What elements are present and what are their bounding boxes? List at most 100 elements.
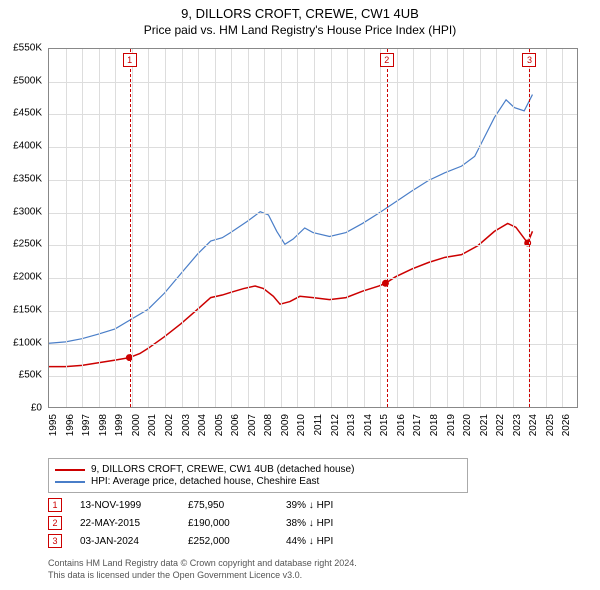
gridline-v [264,49,265,407]
footer: Contains HM Land Registry data © Crown c… [48,558,357,581]
event-number-box: 2 [48,516,62,530]
footer-line1: Contains HM Land Registry data © Crown c… [48,558,357,570]
event-table: 113-NOV-1999£75,95039% ↓ HPI222-MAY-2015… [48,498,366,552]
x-tick-label: 2000 [131,414,142,436]
x-tick-label: 2016 [396,414,407,436]
series-marker [382,280,389,287]
event-line [387,49,388,407]
event-line [130,49,131,407]
event-number-box: 3 [48,534,62,548]
x-tick-label: 1996 [65,414,76,436]
gridline-v [132,49,133,407]
event-price: £75,950 [188,500,268,511]
gridline-v [115,49,116,407]
gridline-v [562,49,563,407]
y-tick-label: £450K [13,108,42,119]
y-tick-label: £500K [13,75,42,86]
event-row: 303-JAN-2024£252,00044% ↓ HPI [48,534,366,548]
event-date: 22-MAY-2015 [80,518,170,529]
title-block: 9, DILLORS CROFT, CREWE, CW1 4UB Price p… [0,0,600,37]
gridline-v [99,49,100,407]
x-tick-label: 1995 [48,414,59,436]
x-tick-label: 2010 [296,414,307,436]
x-tick-label: 2015 [379,414,390,436]
gridline-v [66,49,67,407]
gridline-h [49,114,577,115]
y-tick-label: £250K [13,239,42,250]
y-tick-label: £150K [13,304,42,315]
legend-row-hpi: HPI: Average price, detached house, Ches… [55,476,461,487]
gridline-h [49,180,577,181]
gridline-v [397,49,398,407]
event-pct: 44% ↓ HPI [286,536,366,547]
gridline-v [198,49,199,407]
gridline-v [496,49,497,407]
gridline-h [49,278,577,279]
gridline-v [480,49,481,407]
x-tick-label: 2014 [363,414,374,436]
gridline-v [82,49,83,407]
gridline-v [347,49,348,407]
x-tick-label: 2007 [247,414,258,436]
x-tick-label: 2012 [330,414,341,436]
y-tick-label: £350K [13,173,42,184]
chart-container: 9, DILLORS CROFT, CREWE, CW1 4UB Price p… [0,0,600,590]
legend-label-property: 9, DILLORS CROFT, CREWE, CW1 4UB (detach… [91,464,354,475]
gridline-v [248,49,249,407]
gridline-v [165,49,166,407]
x-tick-label: 2025 [545,414,556,436]
event-date: 03-JAN-2024 [80,536,170,547]
x-tick-label: 2019 [446,414,457,436]
event-number-box: 1 [48,498,62,512]
gridline-v [430,49,431,407]
gridline-v [513,49,514,407]
footer-line2: This data is licensed under the Open Gov… [48,570,357,582]
x-tick-label: 2017 [412,414,423,436]
x-tick-label: 1997 [81,414,92,436]
event-row: 113-NOV-1999£75,95039% ↓ HPI [48,498,366,512]
x-tick-label: 2002 [164,414,175,436]
x-tick-label: 2020 [462,414,473,436]
y-tick-label: £300K [13,206,42,217]
x-tick-label: 2021 [479,414,490,436]
x-tick-label: 2005 [214,414,225,436]
x-tick-label: 2001 [147,414,158,436]
gridline-h [49,147,577,148]
x-tick-label: 2026 [561,414,572,436]
event-line [529,49,530,407]
x-tick-label: 2011 [313,414,324,436]
event-date: 13-NOV-1999 [80,500,170,511]
gridline-v [331,49,332,407]
gridline-v [314,49,315,407]
x-tick-label: 2024 [528,414,539,436]
event-marker-box: 1 [123,53,137,67]
gridline-v [215,49,216,407]
x-tick-label: 2022 [495,414,506,436]
gridline-h [49,245,577,246]
x-tick-label: 2003 [181,414,192,436]
gridline-v [148,49,149,407]
legend: 9, DILLORS CROFT, CREWE, CW1 4UB (detach… [48,458,468,493]
x-axis: 1995199619971998199920002001200220032004… [48,410,578,460]
event-marker-box: 3 [522,53,536,67]
y-tick-label: £0 [31,403,42,414]
y-axis: £0£50K£100K£150K£200K£250K£300K£350K£400… [0,48,45,408]
x-tick-label: 2006 [230,414,241,436]
title-address: 9, DILLORS CROFT, CREWE, CW1 4UB [0,6,600,21]
gridline-h [49,344,577,345]
x-tick-label: 1998 [98,414,109,436]
gridline-v [364,49,365,407]
y-tick-label: £200K [13,272,42,283]
gridline-v [281,49,282,407]
x-tick-label: 2018 [429,414,440,436]
y-tick-label: £400K [13,141,42,152]
gridline-v [231,49,232,407]
gridline-h [49,82,577,83]
gridline-v [297,49,298,407]
event-price: £190,000 [188,518,268,529]
gridline-v [447,49,448,407]
gridline-h [49,213,577,214]
y-tick-label: £50K [19,370,42,381]
gridline-v [546,49,547,407]
gridline-h [49,376,577,377]
